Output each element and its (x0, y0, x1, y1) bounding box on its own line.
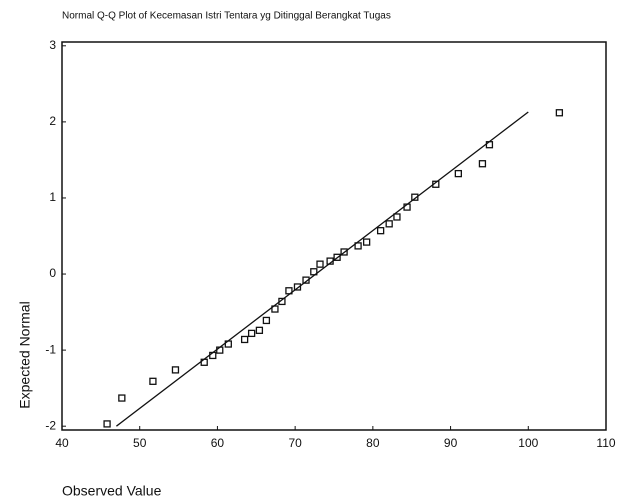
y-tick-label: -2 (45, 418, 56, 432)
point (556, 110, 562, 116)
x-tick-label: 50 (133, 436, 147, 450)
x-tick-label: 80 (366, 436, 380, 450)
point (386, 221, 392, 227)
point (378, 228, 384, 234)
point (249, 330, 255, 336)
y-tick-label: 2 (49, 114, 56, 128)
x-tick-label: 70 (288, 436, 302, 450)
point (317, 261, 323, 267)
y-tick-label: 3 (49, 38, 56, 52)
point (364, 239, 370, 245)
point (242, 336, 248, 342)
x-tick-label: 40 (55, 436, 69, 450)
point (104, 421, 110, 427)
point (150, 378, 156, 384)
chart: Normal Q-Q Plot of Kecemasan Istri Tenta… (0, 0, 621, 503)
reference-line (116, 112, 528, 426)
y-tick-label: -1 (45, 342, 56, 356)
chart-title: Normal Q-Q Plot of Kecemasan Istri Tenta… (62, 11, 391, 22)
y-tick-label: 1 (49, 190, 56, 204)
point (172, 367, 178, 373)
x-tick-label: 90 (444, 436, 458, 450)
page: {"chart_data": { "type": "scatter", "tit… (0, 0, 621, 503)
plot-frame (62, 42, 606, 430)
y-axis-title: Expected Normal (17, 301, 33, 408)
point (455, 171, 461, 177)
y-tick-label: 0 (49, 266, 56, 280)
point (394, 214, 400, 220)
x-tick-label: 110 (596, 436, 615, 450)
point (256, 327, 262, 333)
x-axis-title: Observed Value (62, 483, 162, 499)
point (479, 161, 485, 167)
point (119, 395, 125, 401)
x-tick-label: 100 (518, 436, 538, 450)
x-tick-label: 60 (211, 436, 225, 450)
point (263, 317, 269, 323)
